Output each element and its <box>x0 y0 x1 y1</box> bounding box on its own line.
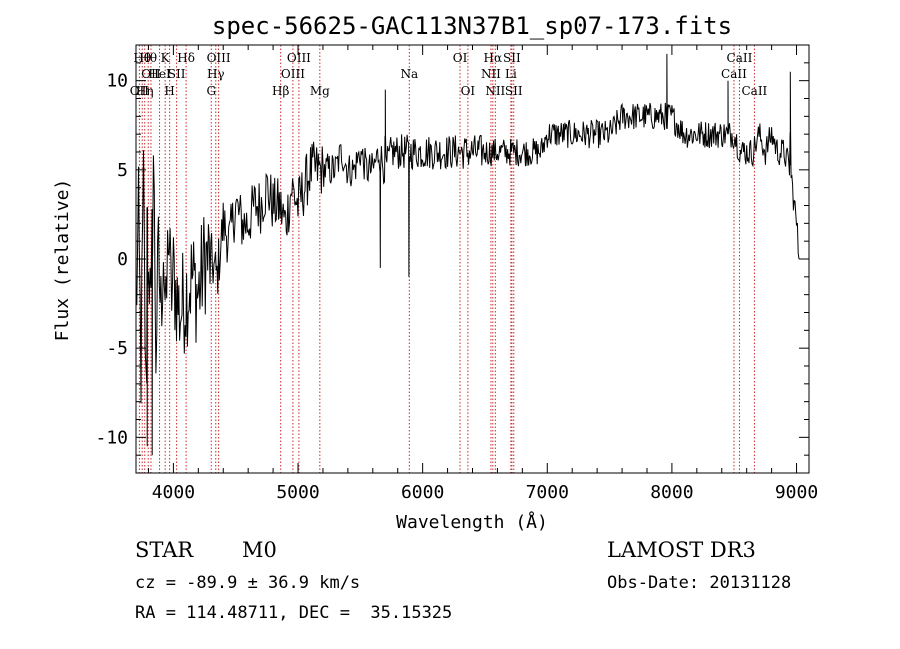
line-label-23: Li <box>505 67 517 81</box>
line-label-26: CaII <box>721 67 747 81</box>
line-label-10: G <box>206 84 216 98</box>
y-axis-label: Flux (relative) <box>52 179 73 342</box>
y-tick-label-3: 5 <box>117 160 128 181</box>
plot-frame <box>135 44 810 474</box>
spectral-line-labels: OIIHθHηHθOIIHeIKHSIIHδGHγOIIIHβOIIIOIIIM… <box>130 51 768 98</box>
line-label-24: SII <box>503 51 521 65</box>
survey-name: LAMOST DR3 <box>607 538 756 562</box>
line-label-16: Mg <box>310 84 330 98</box>
line-label-5: HeI <box>148 67 171 81</box>
line-label-20: NII <box>481 67 501 81</box>
x-tick-label-5: 9000 <box>775 482 818 503</box>
line-label-6: K <box>161 51 171 65</box>
line-label-0: OII <box>130 84 150 98</box>
x-tick-label-2: 6000 <box>401 482 444 503</box>
line-label-22: NII <box>485 84 505 98</box>
line-label-13: Hβ <box>272 84 289 98</box>
line-label-1: Hθ <box>133 51 151 65</box>
y-axis-ticks: -10 -5 0 5 10 <box>95 62 809 456</box>
spectrum-line-0 <box>135 53 800 456</box>
line-label-25: SII <box>505 84 523 98</box>
line-label-17: Na <box>400 67 418 81</box>
y-tick-label-0: -10 <box>95 427 128 448</box>
line-label-9: Hδ <box>177 51 195 65</box>
line-label-4: OII <box>141 67 161 81</box>
line-label-2: Hη <box>136 84 154 98</box>
line-label-15: OIII <box>287 51 311 65</box>
object-subclass: M0 <box>242 538 277 562</box>
x-tick-label-1: 5000 <box>276 482 319 503</box>
y-tick-label-4: 10 <box>106 71 128 92</box>
observation-date: Obs-Date: 20131128 <box>607 573 792 593</box>
line-label-19: OI <box>461 84 476 98</box>
line-label-8: SII <box>168 67 186 81</box>
x-tick-label-4: 8000 <box>650 482 693 503</box>
spectral-line-markers <box>138 45 755 473</box>
line-label-3: Hθ <box>139 51 157 65</box>
line-label-27: CaII <box>727 51 753 65</box>
line-label-28: CaII <box>741 84 767 98</box>
line-label-21: Hα <box>484 51 503 65</box>
x-axis-ticks: 4000 5000 6000 7000 8000 9000 <box>147 45 818 503</box>
line-label-7: H <box>164 84 174 98</box>
chart-title: spec-56625-GAC113N37B1_sp07-173.fits <box>212 12 732 40</box>
x-tick-label-0: 4000 <box>152 482 195 503</box>
redshift-cz: cz = -89.9 ± 36.9 km/s <box>135 573 361 593</box>
x-tick-label-3: 7000 <box>526 482 569 503</box>
spectrum-series <box>135 53 800 456</box>
y-tick-label-2: 0 <box>117 249 128 270</box>
x-axis-label: Wavelength (Å) <box>396 511 548 533</box>
line-label-12: OIII <box>207 51 231 65</box>
line-label-11: Hγ <box>207 67 225 81</box>
y-tick-label-1: -5 <box>106 338 128 359</box>
ra-dec-coordinates: RA = 114.48711, DEC = 35.15325 <box>135 603 453 623</box>
line-label-18: OI <box>453 51 468 65</box>
line-label-14: OIII <box>281 67 305 81</box>
object-class: STAR <box>135 538 194 562</box>
